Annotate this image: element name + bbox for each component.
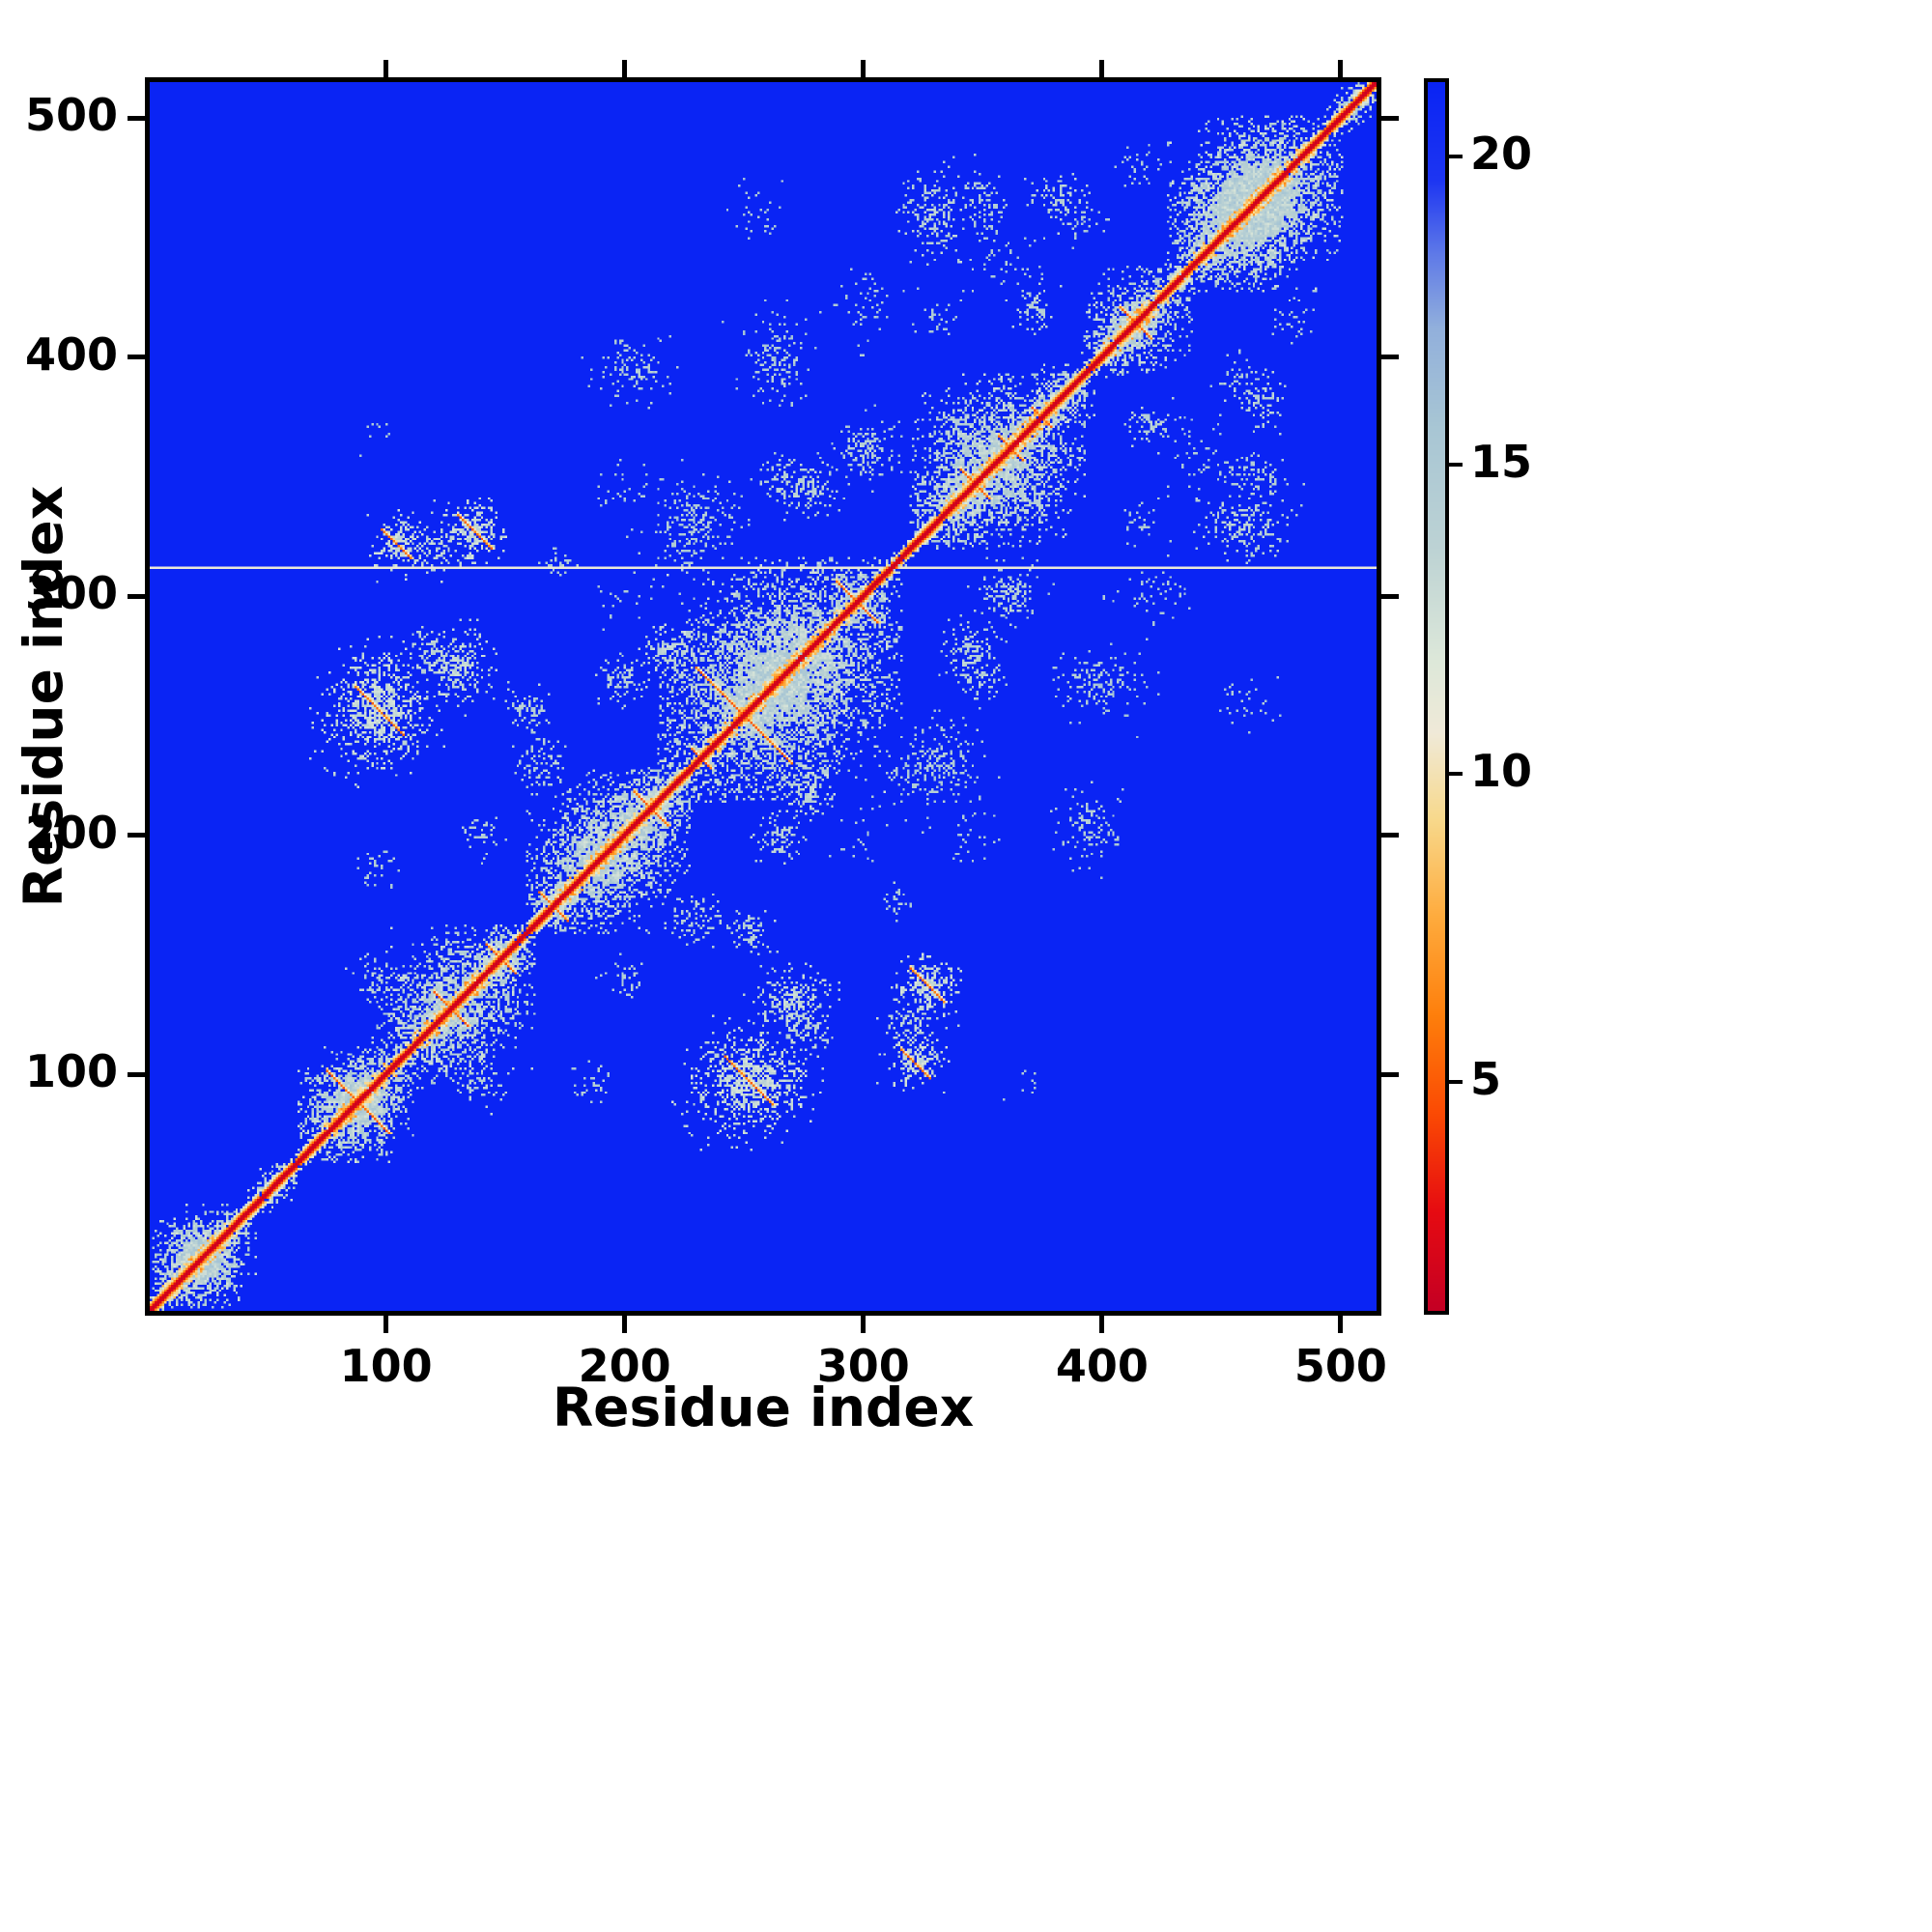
colorbar-tick: [1449, 154, 1463, 158]
x-tick-label: 500: [1293, 1340, 1387, 1392]
y-tick-label: 300: [24, 567, 118, 620]
y-axis-tick-right: [1381, 355, 1399, 360]
y-axis-tick-right: [1381, 115, 1399, 121]
y-axis-tick-right: [1381, 593, 1399, 599]
x-axis-tick-top: [384, 60, 389, 77]
y-axis-tick: [128, 115, 145, 121]
y-tick-label: 100: [24, 1045, 118, 1097]
colorbar-tick: [1449, 771, 1463, 776]
x-axis-tick: [1338, 1316, 1344, 1333]
x-axis-tick: [384, 1316, 389, 1333]
x-axis-tick-top: [622, 60, 628, 77]
x-axis-tick: [1099, 1316, 1105, 1333]
colorbar-tick-label: 5: [1470, 1053, 1502, 1106]
colorbar-tick-label: 10: [1470, 744, 1533, 797]
y-axis-tick: [128, 355, 145, 360]
x-axis-label: Residue index: [552, 1377, 975, 1438]
x-tick-label: 200: [578, 1340, 671, 1392]
y-axis-tick: [128, 1071, 145, 1077]
x-axis-tick-top: [1099, 60, 1105, 77]
x-axis-tick-top: [1338, 60, 1344, 77]
y-axis-tick-right: [1381, 833, 1399, 838]
heatmap-canvas: [150, 82, 1377, 1311]
y-tick-label: 500: [24, 89, 118, 142]
colorbar-canvas: [1428, 82, 1445, 1311]
x-tick-label: 300: [816, 1340, 910, 1392]
x-axis-tick: [622, 1316, 628, 1333]
x-axis-tick: [861, 1316, 867, 1333]
y-tick-label: 200: [24, 806, 118, 859]
x-tick-label: 100: [339, 1340, 433, 1392]
colorbar-tick-label: 15: [1470, 436, 1533, 489]
y-axis-tick: [128, 833, 145, 838]
y-axis-tick: [128, 593, 145, 599]
x-axis-tick-top: [861, 60, 867, 77]
y-axis-tick-right: [1381, 1071, 1399, 1077]
x-tick-label: 400: [1055, 1340, 1149, 1392]
y-tick-label: 400: [24, 327, 118, 381]
colorbar-tick-label: 20: [1470, 127, 1533, 180]
colorbar-tick: [1449, 463, 1463, 468]
colorbar-tick: [1449, 1080, 1463, 1085]
